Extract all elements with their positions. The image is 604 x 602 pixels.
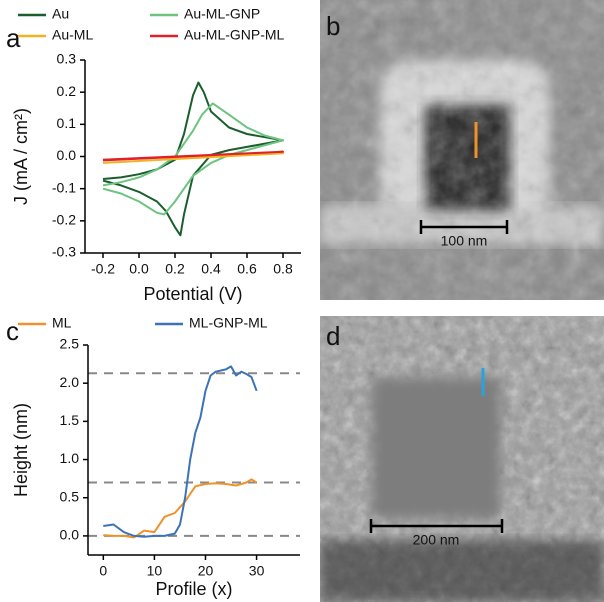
x-tick-label: 0.8	[273, 261, 293, 277]
x-axis-title: Profile (x)	[155, 579, 232, 599]
y-tick-label: 2.0	[60, 374, 80, 390]
y-tick-label: 2.5	[60, 336, 80, 352]
afm-image-b	[320, 0, 604, 300]
y-tick-label: 1.0	[60, 450, 80, 466]
data-line	[103, 365, 258, 538]
data-line	[102, 102, 284, 216]
legend-label: ML	[52, 315, 72, 331]
legend-label: ML-GNP-ML	[189, 315, 268, 331]
y-tick-label: 0.0	[60, 527, 80, 543]
afm-image-d	[320, 316, 604, 602]
y-tick-label: -0.2	[52, 212, 76, 228]
y-tick-label: 0.2	[57, 83, 77, 99]
legend-label: Au	[52, 6, 69, 22]
panel-label: d	[326, 321, 340, 351]
x-tick-label: 0.0	[129, 261, 149, 277]
y-axis-title: J (mA / cm²)	[11, 108, 31, 205]
x-tick-label: 0.4	[201, 261, 221, 277]
data-line	[103, 478, 258, 539]
x-tick-label: 30	[249, 563, 265, 579]
x-tick-label: 20	[198, 563, 214, 579]
y-tick-label: -0.3	[52, 244, 76, 260]
scale-bar-label: 100 nm	[441, 233, 488, 249]
x-tick-label: 0	[99, 563, 107, 579]
y-tick-label: 0.1	[57, 115, 77, 131]
panel-label: a	[6, 23, 21, 53]
x-tick-label: 10	[147, 563, 163, 579]
x-tick-label: 0.6	[237, 261, 257, 277]
x-tick-label: -0.2	[91, 261, 115, 277]
legend-label: Au-ML	[52, 27, 93, 43]
panel-label: b	[326, 11, 340, 41]
panel-label: c	[6, 316, 19, 346]
y-tick-label: 1.5	[60, 412, 80, 428]
x-axis-title: Potential (V)	[143, 284, 242, 304]
y-tick-label: 0.3	[57, 51, 77, 67]
y-tick-label: 0.5	[60, 488, 80, 504]
y-axis-title: Height (nm)	[11, 403, 31, 497]
x-tick-label: 0.2	[165, 261, 185, 277]
legend-label: Au-ML-GNP-ML	[184, 27, 285, 43]
data-line	[102, 150, 284, 162]
legend-label: Au-ML-GNP	[184, 6, 260, 22]
y-tick-label: 0.0	[57, 147, 77, 163]
y-tick-label: -0.1	[52, 179, 76, 195]
scale-bar-label: 200 nm	[413, 532, 460, 548]
